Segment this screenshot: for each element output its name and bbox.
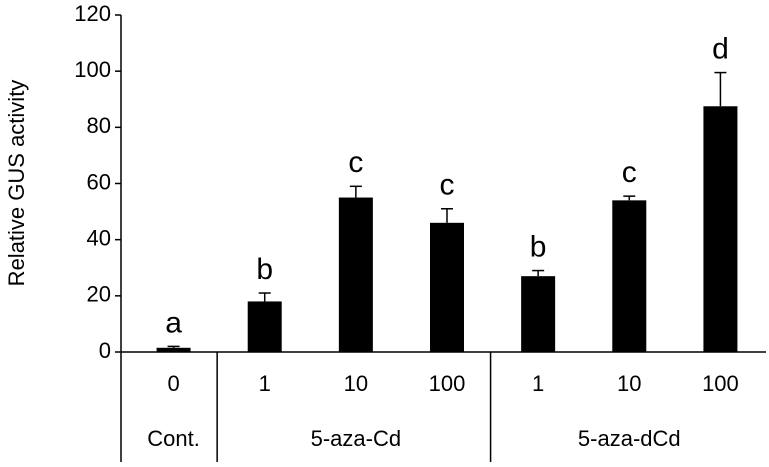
y-axis-label: Relative GUS activity	[4, 80, 29, 287]
x-tick-label: 10	[617, 371, 641, 396]
x-tick-label: 100	[429, 371, 466, 396]
bar	[612, 200, 647, 352]
bar	[338, 197, 373, 352]
x-tick-label: 10	[344, 371, 368, 396]
x-tick-label: 0	[167, 371, 179, 396]
group-label: Cont.	[147, 426, 200, 451]
y-tick-label: 20	[87, 282, 111, 307]
y-tick-label: 60	[87, 169, 111, 194]
bar	[430, 222, 464, 352]
bar	[703, 106, 738, 352]
y-tick-label: 0	[99, 338, 111, 363]
x-tick-label: 100	[702, 371, 739, 396]
y-tick-label: 80	[87, 113, 111, 138]
y-tick-label: 40	[87, 225, 111, 250]
bar	[521, 276, 556, 352]
x-tick-label: 1	[532, 371, 544, 396]
group-label: 5-aza-Cd	[311, 426, 401, 451]
significance-letter: c	[622, 156, 637, 189]
significance-letter: a	[165, 306, 182, 339]
y-tick-label: 100	[74, 57, 111, 82]
bar	[247, 301, 282, 352]
group-label: 5-aza-dCd	[578, 426, 681, 451]
significance-letter: c	[348, 146, 363, 179]
y-tick-label: 120	[74, 1, 111, 26]
significance-letter: b	[256, 253, 273, 286]
significance-letter: d	[712, 32, 729, 65]
significance-letter: c	[440, 169, 455, 202]
significance-letter: b	[530, 230, 547, 263]
bar	[156, 347, 191, 352]
x-tick-label: 1	[259, 371, 271, 396]
